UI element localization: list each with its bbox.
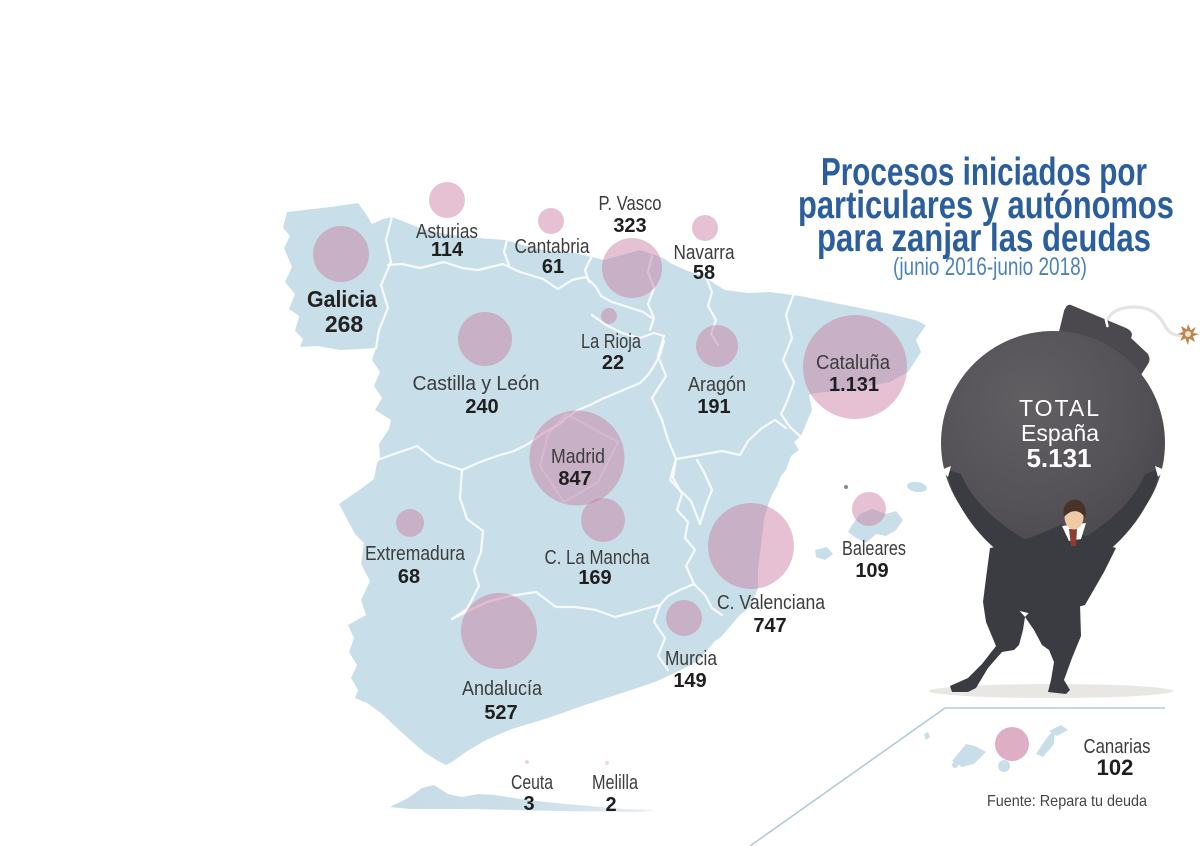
svg-text:Ceuta: Ceuta xyxy=(511,772,554,794)
svg-text:Castilla y León: Castilla y León xyxy=(413,373,540,395)
svg-text:Madrid: Madrid xyxy=(551,446,605,468)
svg-text:5.131: 5.131 xyxy=(1026,443,1091,473)
svg-text:La Rioja: La Rioja xyxy=(581,331,642,353)
svg-text:114: 114 xyxy=(431,239,464,261)
svg-text:3: 3 xyxy=(523,793,534,815)
svg-text:22: 22 xyxy=(602,352,624,374)
svg-text:para zanjar las deudas: para zanjar las deudas xyxy=(817,217,1151,260)
svg-text:149: 149 xyxy=(673,670,706,692)
svg-text:747: 747 xyxy=(753,615,786,637)
svg-text:847: 847 xyxy=(558,468,591,490)
svg-text:Andalucía: Andalucía xyxy=(462,678,543,700)
svg-text:109: 109 xyxy=(855,560,888,582)
svg-text:Asturias: Asturias xyxy=(416,221,478,243)
svg-text:58: 58 xyxy=(693,262,715,284)
svg-text:Melilla: Melilla xyxy=(592,772,639,794)
svg-text:Cantabria: Cantabria xyxy=(515,236,591,258)
svg-text:240: 240 xyxy=(465,396,498,418)
svg-text:P. Vasco: P. Vasco xyxy=(599,193,662,215)
svg-text:Extremadura: Extremadura xyxy=(365,543,466,565)
svg-text:527: 527 xyxy=(484,702,517,724)
svg-text:C. La Mancha: C. La Mancha xyxy=(545,547,651,569)
svg-text:323: 323 xyxy=(613,215,646,237)
svg-text:2: 2 xyxy=(605,794,616,816)
svg-text:268: 268 xyxy=(325,311,364,337)
svg-text:Canarias: Canarias xyxy=(1084,736,1151,758)
svg-text:61: 61 xyxy=(542,256,564,278)
svg-text:Procesos iniciados por: Procesos iniciados por xyxy=(821,151,1147,194)
svg-text:191: 191 xyxy=(697,396,730,418)
svg-text:Aragón: Aragón xyxy=(688,374,746,396)
svg-text:TOTAL: TOTAL xyxy=(1019,395,1101,421)
svg-text:1.131: 1.131 xyxy=(829,374,879,396)
svg-text:C. Valenciana: C. Valenciana xyxy=(717,592,826,614)
svg-text:particulares y autónomos: particulares y autónomos xyxy=(798,184,1174,227)
svg-text:España: España xyxy=(1021,420,1099,446)
svg-text:(junio 2016-junio 2018): (junio 2016-junio 2018) xyxy=(893,253,1087,281)
svg-text:Navarra: Navarra xyxy=(674,242,736,264)
svg-text:Cataluña: Cataluña xyxy=(816,352,891,374)
svg-text:169: 169 xyxy=(578,567,611,589)
svg-text:102: 102 xyxy=(1097,755,1134,780)
svg-text:Baleares: Baleares xyxy=(842,538,906,560)
svg-text:Galicia: Galicia xyxy=(307,286,377,312)
svg-text:68: 68 xyxy=(398,566,420,588)
svg-text:Murcia: Murcia xyxy=(665,648,718,670)
svg-text:Fuente: Repara tu deuda: Fuente: Repara tu deuda xyxy=(987,793,1147,810)
